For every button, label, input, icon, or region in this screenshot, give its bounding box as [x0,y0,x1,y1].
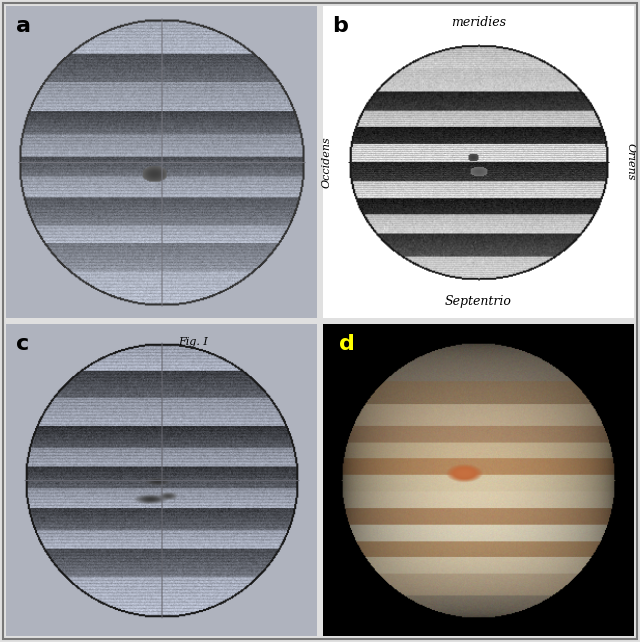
Text: meridies: meridies [451,16,506,29]
Text: d: d [339,334,355,354]
Text: b: b [333,16,348,36]
Text: c: c [16,334,29,354]
Text: a: a [16,16,31,36]
Text: Fig. I: Fig. I [178,336,207,347]
Text: Septentrio: Septentrio [445,295,512,308]
Text: Oriens: Oriens [625,143,636,181]
Text: Occidens: Occidens [321,136,332,188]
